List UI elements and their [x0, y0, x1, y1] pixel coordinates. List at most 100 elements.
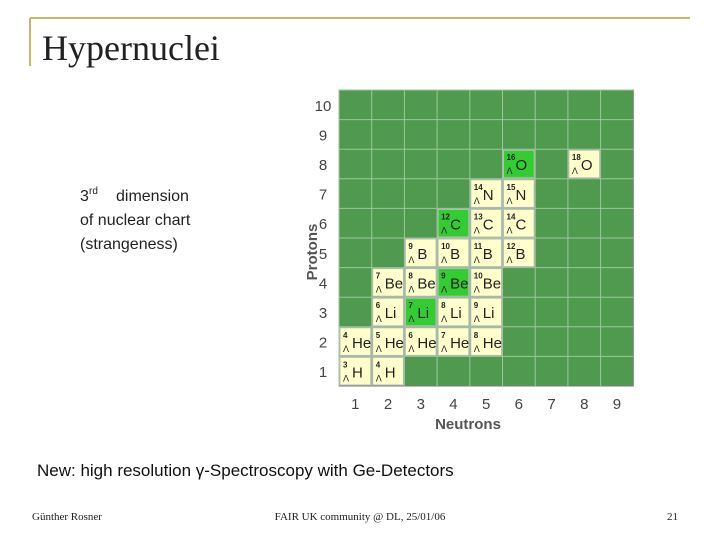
note-suffix: rd	[89, 186, 98, 197]
nuclide-cell	[503, 179, 535, 208]
hyperon-symbol: Λ	[441, 344, 447, 354]
element-symbol: H	[352, 364, 363, 381]
mass-number: 7	[441, 331, 446, 340]
mass-number: 14	[507, 212, 516, 221]
mass-number: 8	[408, 272, 413, 281]
hyperon-symbol: Λ	[441, 225, 447, 235]
x-tick-label: 1	[351, 396, 359, 413]
element-symbol: He	[483, 335, 502, 352]
mass-number: 8	[474, 331, 479, 340]
nuclide-cell	[339, 327, 372, 356]
note-line: of nuclear chart	[80, 212, 191, 229]
hyperon-symbol: Λ	[408, 344, 414, 354]
mass-number: 15	[507, 183, 516, 192]
title: Hypernuclei	[42, 28, 220, 68]
nuclide-cell	[470, 238, 502, 268]
nuclide-cell	[503, 208, 535, 238]
x-tick-label: 3	[417, 396, 425, 413]
nuclide-cell	[503, 238, 535, 268]
mass-number: 3	[343, 360, 348, 369]
x-axis-label: Neutrons	[435, 416, 501, 433]
hyperon-symbol: Λ	[507, 255, 513, 265]
element-symbol: B	[483, 246, 493, 263]
element-symbol: He	[417, 335, 436, 352]
element-symbol: C	[516, 216, 527, 233]
element-symbol: He	[352, 335, 371, 352]
element-symbol: Li	[450, 305, 462, 322]
mass-number: 6	[376, 301, 381, 310]
mass-number: 16	[507, 153, 516, 162]
hyperon-symbol: Λ	[408, 255, 414, 265]
nuclide-cell	[404, 327, 437, 356]
hyperon-symbol: Λ	[474, 225, 480, 235]
element-symbol: B	[450, 246, 460, 263]
hyperon-symbol: Λ	[474, 196, 480, 206]
mass-number: 7	[376, 272, 381, 281]
nuclide-cell	[404, 238, 437, 268]
nuclide-cell	[404, 268, 437, 297]
hyperon-symbol: Λ	[376, 285, 382, 295]
hyperon-symbol: Λ	[441, 285, 447, 295]
element-symbol: H	[385, 364, 396, 381]
element-symbol: B	[417, 246, 427, 263]
nuclide-cell	[372, 327, 404, 356]
mass-number: 10	[474, 272, 483, 281]
hyperon-symbol: Λ	[441, 314, 447, 324]
mass-number: 7	[408, 301, 413, 310]
element-symbol: He	[450, 335, 469, 352]
element-symbol: N	[516, 187, 527, 204]
hyperon-symbol: Λ	[343, 373, 349, 383]
y-tick-label: 1	[319, 364, 327, 381]
nuclide-cell	[404, 297, 437, 327]
element-symbol: O	[581, 157, 593, 174]
note-number: 3	[80, 188, 89, 205]
footer-author: Günther Rosner	[32, 511, 102, 523]
hyperon-symbol: Λ	[376, 344, 382, 354]
y-tick-label: 6	[319, 216, 327, 233]
mass-number: 4	[343, 331, 348, 340]
hyperon-symbol: Λ	[507, 166, 513, 176]
mass-number: 12	[507, 242, 516, 251]
element-symbol: Li	[417, 305, 429, 322]
y-tick-label: 9	[319, 127, 327, 144]
hyperon-symbol: Λ	[507, 225, 513, 235]
nuclide-cell	[437, 327, 470, 356]
y-tick-label: 2	[319, 335, 327, 352]
mass-number: 18	[572, 153, 581, 162]
y-tick-label: 3	[319, 305, 327, 322]
hyperon-symbol: Λ	[572, 166, 578, 176]
x-tick-label: 7	[547, 396, 555, 413]
nuclide-cell	[437, 208, 470, 238]
nuclide-cell	[437, 238, 470, 268]
mass-number: 5	[376, 331, 381, 340]
mass-number: 4	[376, 360, 381, 369]
y-tick-label: 10	[315, 98, 332, 115]
element-symbol: Li	[483, 305, 495, 322]
element-symbol: Be	[450, 276, 468, 293]
hyperon-symbol: Λ	[408, 314, 414, 324]
footer-event: FAIR UK community @ DL, 25/01/06	[275, 511, 446, 523]
element-symbol: Li	[385, 305, 397, 322]
nuclide-cell	[470, 179, 502, 208]
element-symbol: C	[483, 216, 494, 233]
nuclide-cell	[372, 356, 404, 386]
hyperon-symbol: Λ	[474, 255, 480, 265]
nuclide-cell	[503, 149, 535, 179]
mass-number: 9	[441, 272, 446, 281]
mass-number: 10	[441, 242, 450, 251]
mass-number: 14	[474, 183, 483, 192]
nuclide-cell	[470, 297, 502, 327]
nuclide-cell	[372, 297, 404, 327]
y-tick-label: 5	[319, 246, 327, 263]
x-tick-label: 9	[613, 396, 621, 413]
mass-number: 11	[474, 242, 483, 251]
hyperon-symbol: Λ	[343, 344, 349, 354]
nuclide-cell	[437, 297, 470, 327]
x-tick-label: 5	[482, 396, 490, 413]
x-tick-label: 4	[449, 396, 457, 413]
hyperon-symbol: Λ	[474, 314, 480, 324]
nuclide-cell	[339, 356, 372, 386]
